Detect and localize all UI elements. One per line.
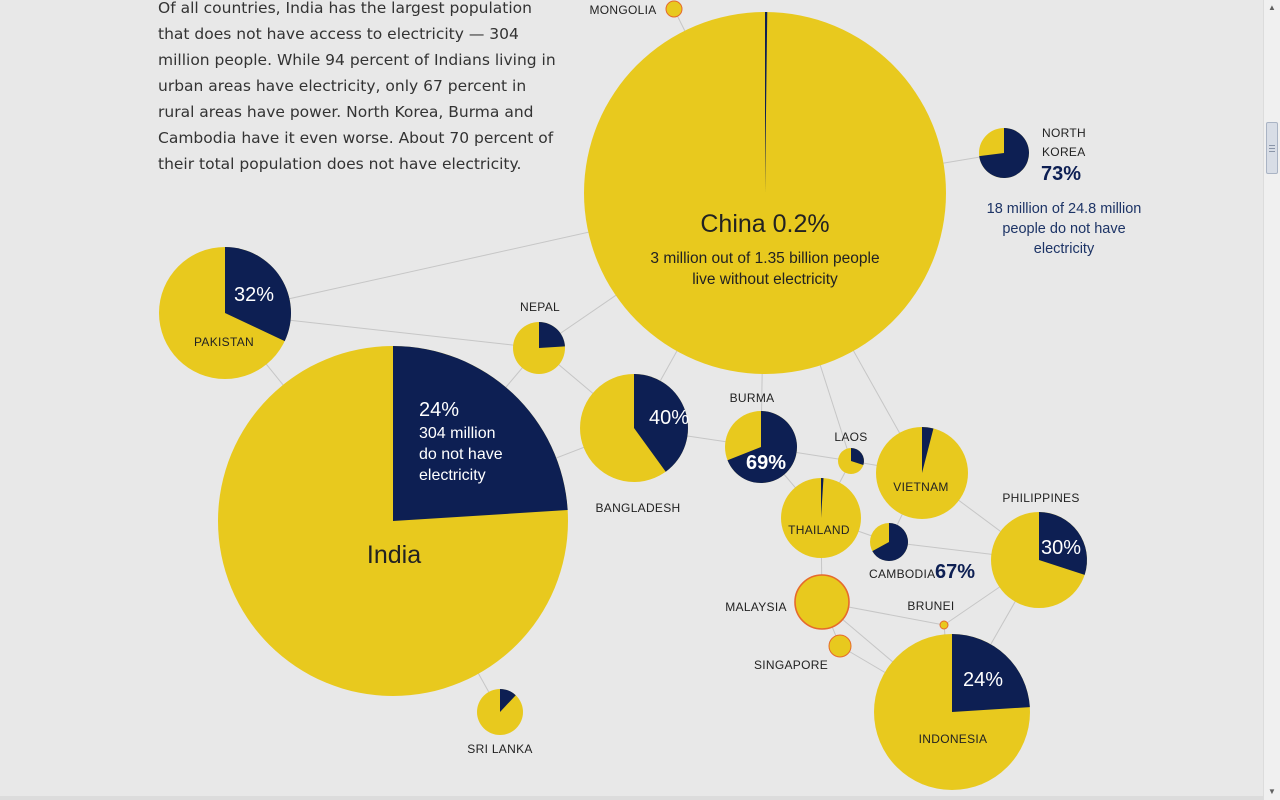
wedge-china (765, 11, 768, 194)
vertical-scrollbar[interactable]: ▲ ▼ (1263, 0, 1280, 800)
label-bangladesh: BANGLADESH (595, 501, 680, 515)
wedge-thailand (821, 478, 824, 518)
labels-layer: PAKISTAN NEPAL BANGLADESH BURMA LAOS VIETNAM T… (194, 3, 1141, 756)
label-nepal: NEPAL (520, 300, 560, 314)
pct-burma: 69% (746, 452, 786, 474)
wedge-nepal (539, 321, 565, 348)
label-pakistan: PAKISTAN (194, 335, 254, 349)
note-north_korea-line-2: electricity (1034, 241, 1095, 257)
scroll-up-icon[interactable]: ▲ (1268, 3, 1276, 12)
label-north_korea-line-1: KOREA (1042, 145, 1086, 159)
label-singapore: SINGAPORE (754, 658, 828, 672)
wedge-indonesia (952, 634, 1030, 712)
note-china-line-0: 3 million out of 1.35 billion people (650, 250, 879, 267)
label-cambodia: CAMBODIA (869, 567, 935, 581)
label-malaysia: MALAYSIA (725, 600, 787, 614)
note-india-line-0: 304 million (419, 425, 495, 442)
pct-indonesia: 24% (963, 669, 1003, 691)
note-china-line-1: live without electricity (692, 271, 838, 288)
label-mongolia: MONGOLIA (589, 3, 656, 17)
horizontal-scroll-edge (0, 796, 1263, 800)
scroll-down-icon[interactable]: ▼ (1268, 787, 1276, 796)
bubble-mongolia[interactable] (665, 0, 683, 18)
label-north_korea-line-0: NORTH (1042, 126, 1086, 140)
note-north_korea-line-1: people do not have (1002, 221, 1125, 237)
bubble-singapore[interactable] (828, 634, 852, 658)
label-vietnam: VIETNAM (893, 480, 948, 494)
pct-india: 24% (419, 399, 459, 421)
bubbles-layer (159, 0, 1087, 790)
label-brunei: BRUNEI (907, 599, 954, 613)
wedge-cambodia (872, 523, 909, 561)
note-india-line-2: electricity (419, 467, 486, 484)
wedge-vietnam (922, 427, 934, 473)
wedge-philippines (1039, 512, 1087, 575)
label-thailand: THAILAND (788, 523, 850, 537)
pct-pakistan: 32% (234, 284, 274, 306)
label-philippines: PHILIPPINES (1002, 491, 1079, 505)
intro-paragraph: Of all countries, India has the largest … (158, 0, 556, 173)
bubble-malaysia[interactable] (794, 574, 850, 630)
wedge-india (393, 346, 568, 521)
wedge-burma (727, 411, 798, 483)
note-north_korea-line-0: 18 million of 24.8 million (987, 201, 1142, 217)
pct-philippines: 30% (1041, 537, 1081, 559)
wedge-bangladesh (634, 374, 689, 472)
pct-china: China 0.2% (700, 210, 829, 238)
label-indonesia: INDONESIA (919, 732, 988, 746)
wedge-north_korea (979, 128, 1030, 178)
wedge-sri_lanka (500, 689, 516, 712)
scroll-thumb[interactable] (1266, 122, 1278, 174)
note-india-line-1: do not have (419, 446, 503, 463)
label-india: India (367, 541, 421, 569)
label-sri_lanka: SRI LANKA (467, 742, 532, 756)
pct-north_korea: 73% (1041, 163, 1081, 185)
wedge-laos (851, 448, 864, 466)
wedge-pakistan (225, 246, 292, 342)
label-burma: BURMA (730, 391, 775, 405)
label-laos: LAOS (834, 430, 867, 444)
pct-cambodia: 67% (935, 561, 975, 583)
bubble-brunei[interactable] (939, 620, 949, 630)
pct-bangladesh: 40% (649, 407, 689, 429)
